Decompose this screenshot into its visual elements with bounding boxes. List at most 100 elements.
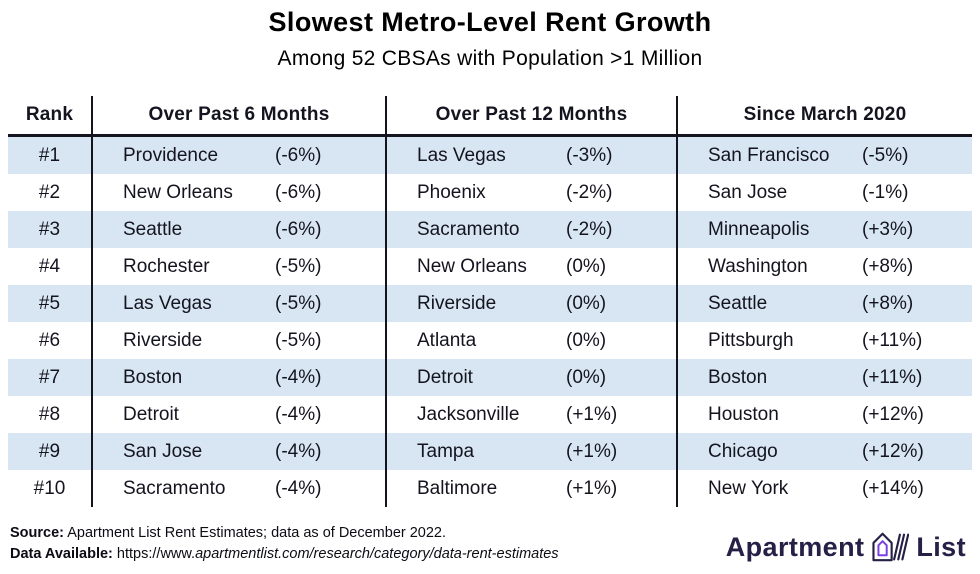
city-label: Riverside [123,329,203,351]
pct-label: (0%) [566,255,607,277]
twelve-month-cell: Riverside (0%) [387,285,678,322]
twelve-month-cell: Phoenix (-2%) [387,174,678,211]
source-label: Source: [10,525,64,541]
since-march-cell: Minneapolis (+3%) [678,211,972,248]
apartment-list-house-icon [871,530,910,564]
pct-label: (+3%) [862,218,914,240]
url-text: apartmentlist.com/research/category/data… [195,546,559,562]
city-label: San Jose [708,181,788,203]
header-since-march-2020: Since March 2020 [743,104,907,125]
rank-cell: #4 [8,248,93,285]
pct-label: (-5%) [275,329,322,351]
twelve-month-cell: Sacramento (-2%) [387,211,678,248]
pct-label: (+1%) [566,477,618,499]
pct-label: (+11%) [862,329,923,351]
city-label: Detroit [417,366,473,388]
table-row: #5 Las Vegas (-5%) Riverside (0%) Seattle (… [8,285,972,322]
table-row: #8 Detroit (-4%) Jacksonville (+1%) Housto… [8,396,972,433]
since-march-cell: San Francisco (-5%) [678,137,972,174]
rank-cell: #9 [8,433,93,470]
pct-label: (-4%) [275,403,322,425]
table-row: #3 Seattle (-6%) Sacramento (-2%) Minneapo… [8,211,972,248]
six-month-cell: Detroit (-4%) [93,396,387,433]
rank-cell: #1 [8,137,93,174]
data-available-label: Data Available: [10,546,113,562]
page-title: Slowest Metro-Level Rent Growth [268,7,712,37]
pct-label: (0%) [566,292,607,314]
pct-label: (-2%) [566,181,613,203]
city-label: Tampa [417,440,475,462]
pct-label: (-5%) [275,292,322,314]
twelve-month-cell: Jacksonville (+1%) [387,396,678,433]
pct-label: (-6%) [275,218,322,240]
city-label: New Orleans [417,255,527,277]
city-label: Houston [708,403,779,425]
twelve-month-cell: New Orleans (0%) [387,248,678,285]
source-line: Source: Apartment List Rent Estimates; d… [10,523,559,544]
pct-label: (-5%) [275,255,322,277]
since-march-cell: Washington (+8%) [678,248,972,285]
pct-label: (+12%) [862,440,924,462]
pct-label: (+12%) [862,403,924,425]
pct-label: (+14%) [862,477,924,499]
since-march-cell: New York (+14%) [678,470,972,507]
city-label: Seattle [123,218,183,240]
city-label: Providence [123,144,219,166]
pct-label: (+1%) [566,403,618,425]
table-row: #4 Rochester (-5%) New Orleans (0%) Washin… [8,248,972,285]
rank-cell: #6 [8,322,93,359]
rent-growth-table: Rank Over Past 6 Months Over Past 12 Mon… [8,96,972,507]
twelve-month-cell: Las Vegas (-3%) [387,137,678,174]
city-label: San Francisco [708,144,830,166]
since-march-cell: Houston (+12%) [678,396,972,433]
city-label: New York [708,477,789,499]
pct-label: (+1%) [566,440,618,462]
six-month-cell: New Orleans (-6%) [93,174,387,211]
apartment-list-logo: Apartment List [726,530,966,564]
pct-label: (-5%) [862,144,909,166]
city-label: Washington [708,255,808,277]
header-12-months: Over Past 12 Months [387,96,678,134]
footer-notes: Source: Apartment List Rent Estimates; d… [10,523,559,565]
table-body: #1 Providence (-6%) Las Vegas (-3%) San Fr… [8,137,972,507]
city-label: Riverside [417,292,497,314]
pct-label: (0%) [566,329,607,351]
since-march-cell: Pittsburgh (+11%) [678,322,972,359]
pct-label: (-6%) [275,181,322,203]
rank-cell: #8 [8,396,93,433]
since-march-cell: Boston (+11%) [678,359,972,396]
source-text: Apartment List Rent Estimates; data as o… [64,525,447,541]
since-march-cell: Chicago (+12%) [678,433,972,470]
six-month-cell: Seattle (-6%) [93,211,387,248]
pct-label: (0%) [566,366,607,388]
table-row: #2 New Orleans (-6%) Phoenix (-2%) San Jos… [8,174,972,211]
six-month-cell: Riverside (-5%) [93,322,387,359]
table-row: #1 Providence (-6%) Las Vegas (-3%) San Fr… [8,137,972,174]
pct-label: (+8%) [862,255,914,277]
url-prefix: https://www. [112,546,196,562]
rank-cell: #10 [8,470,93,507]
city-label: Seattle [708,292,768,314]
table-header-row: Rank Over Past 6 Months Over Past 12 Mon… [8,96,972,137]
city-label: Pittsburgh [708,329,794,351]
city-label: San Jose [123,440,203,462]
since-march-cell: Seattle (+8%) [678,285,972,322]
pct-label: (+11%) [862,366,923,388]
page-subtitle: Among 52 CBSAs with Population >1 Millio… [277,47,703,70]
since-march-cell: San Jose (-1%) [678,174,972,211]
rank-cell: #3 [8,211,93,248]
pct-label: (-1%) [862,181,909,203]
data-available-line: Data Available: https://www.apartmentlis… [10,544,559,565]
city-label: Boston [708,366,768,388]
city-label: Detroit [123,403,179,425]
city-label: Las Vegas [417,144,506,166]
city-label: Baltimore [417,477,498,499]
six-month-cell: San Jose (-4%) [93,433,387,470]
pct-label: (-4%) [275,366,322,388]
twelve-month-cell: Baltimore (+1%) [387,470,678,507]
logo-word-list: List [916,531,966,562]
table-row: #9 San Jose (-4%) Tampa (+1%) Chicago (+12%… [8,433,972,470]
logo-word-apartment: Apartment [725,531,865,562]
city-label: Boston [123,366,183,388]
